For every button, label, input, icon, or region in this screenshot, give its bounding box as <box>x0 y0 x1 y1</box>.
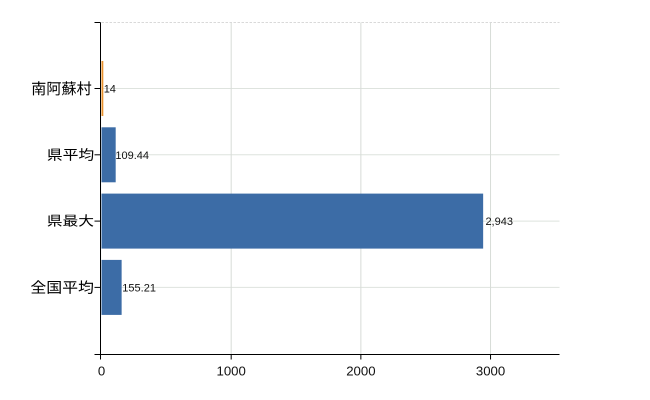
svg-text:3000: 3000 <box>476 363 505 378</box>
svg-text:155.21: 155.21 <box>122 282 156 294</box>
svg-text:1000: 1000 <box>217 363 246 378</box>
svg-text:2000: 2000 <box>346 363 375 378</box>
svg-text:109.44: 109.44 <box>115 150 149 162</box>
svg-text:2,943: 2,943 <box>485 216 513 228</box>
svg-text:0: 0 <box>98 363 105 378</box>
svg-text:14: 14 <box>104 84 116 96</box>
